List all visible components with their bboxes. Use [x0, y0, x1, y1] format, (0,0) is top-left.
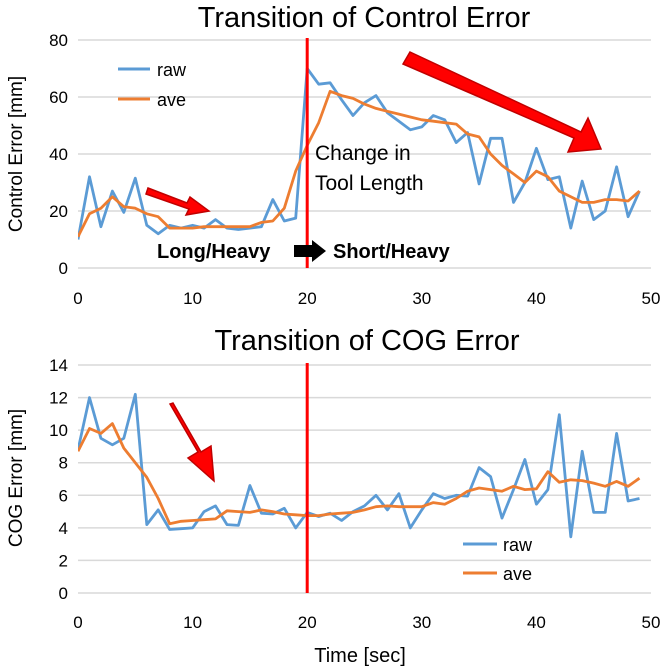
change-annotation-line1: Change in: [315, 142, 411, 165]
x-tick-label: 50: [642, 613, 661, 632]
x-tick-label: 30: [412, 289, 431, 308]
y-tick-label: 2: [59, 551, 68, 570]
x-axis-label: Time [sec]: [314, 645, 406, 667]
legend: raw ave: [463, 535, 533, 584]
x-tick-label: 10: [183, 289, 202, 308]
y-tick-label: 14: [49, 356, 68, 375]
x-tick-label: 0: [73, 289, 82, 308]
decrease-arrow-icon: [168, 402, 215, 483]
change-annotation-line2: Tool Length: [315, 172, 424, 195]
decrease-arrow-icon: [401, 51, 603, 153]
y-tick-label: 12: [49, 389, 68, 408]
x-tick-label: 0: [73, 613, 82, 632]
y-tick-label: 60: [49, 88, 68, 107]
y-tick-labels: 0 20 40 60 80: [49, 31, 68, 278]
ave-series-line: [78, 422, 641, 526]
y-tick-label: 20: [49, 202, 68, 221]
x-tick-labels: 0 10 20 30 40 50: [73, 613, 660, 632]
y-tick-label: 40: [49, 145, 68, 164]
legend-ave-label: ave: [157, 90, 186, 110]
to-state-label: Short/Heavy: [333, 241, 451, 263]
y-tick-label: 80: [49, 31, 68, 50]
y-tick-label: 6: [59, 486, 68, 505]
x-tick-label: 20: [298, 613, 317, 632]
x-tick-label: 30: [412, 613, 431, 632]
x-tick-label: 50: [642, 289, 661, 308]
y-axis-label: Control Error [mm]: [6, 76, 27, 232]
y-tick-label: 0: [59, 259, 68, 278]
cog-error-chart: Transition of COG Error COG Error [mm] T…: [6, 325, 660, 667]
x-tick-label: 10: [183, 613, 202, 632]
y-tick-label: 10: [49, 421, 68, 440]
gridlines: [78, 39, 651, 269]
raw-series-line: [78, 392, 640, 539]
y-tick-label: 0: [59, 584, 68, 603]
y-axis-label: COG Error [mm]: [6, 409, 27, 547]
legend-ave-label: ave: [503, 564, 532, 584]
transition-arrow-icon: [294, 240, 326, 262]
x-tick-label: 20: [298, 289, 317, 308]
legend-raw-label: raw: [503, 535, 533, 555]
y-tick-label: 8: [59, 454, 68, 473]
x-tick-label: 40: [527, 289, 546, 308]
control-error-chart: Transition of Control Error Control Erro…: [6, 2, 660, 308]
legend-raw-label: raw: [157, 60, 187, 80]
decrease-arrow-icon: [145, 187, 211, 216]
legend: raw ave: [118, 60, 187, 110]
x-tick-labels: 0 10 20 30 40 50: [73, 289, 660, 308]
chart-title: Transition of COG Error: [214, 325, 519, 357]
from-state-label: Long/Heavy: [157, 241, 271, 263]
x-tick-label: 40: [527, 613, 546, 632]
y-tick-labels: 0 2 4 6 8 10 12 14: [49, 356, 68, 603]
ave-series-line: [78, 89, 641, 238]
y-tick-label: 4: [59, 519, 68, 538]
chart-title: Transition of Control Error: [198, 2, 531, 34]
